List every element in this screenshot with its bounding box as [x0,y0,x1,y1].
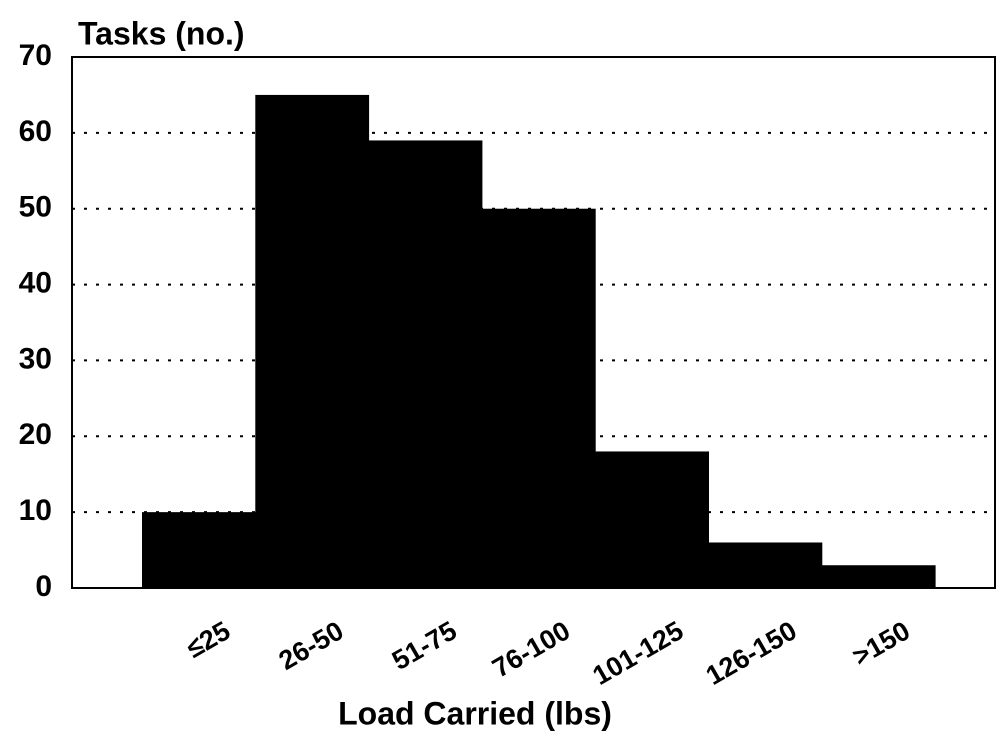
y-tick-label: 50 [19,191,52,224]
bar [255,94,370,588]
x-tick-label: 26-50 [274,615,349,676]
x-tick-label: 126-150 [701,615,802,691]
bar [821,565,936,588]
bar [595,451,709,588]
x-tick-label: ≤25 [181,615,235,663]
bar [708,542,823,588]
x-axis-title: Load Carried (lbs) [338,695,612,731]
bar [368,140,483,588]
y-tick-label: 0 [35,570,52,603]
x-tick-label: 101-125 [588,615,689,691]
y-tick-label: 70 [19,39,52,72]
y-tick-label: 20 [19,418,52,451]
x-tick-label: 76-100 [487,615,575,683]
bar [481,208,596,588]
y-tick-label: 10 [19,494,52,527]
plot-frame [71,56,996,589]
y-tick-label: 60 [19,115,52,148]
y-axis-title: Tasks (no.) [78,15,245,51]
bar [142,512,256,588]
y-tick-label: 40 [19,266,52,299]
x-tick-label: >150 [847,615,915,671]
y-tick-label: 30 [19,342,52,375]
x-tick-label: 51-75 [387,615,462,676]
